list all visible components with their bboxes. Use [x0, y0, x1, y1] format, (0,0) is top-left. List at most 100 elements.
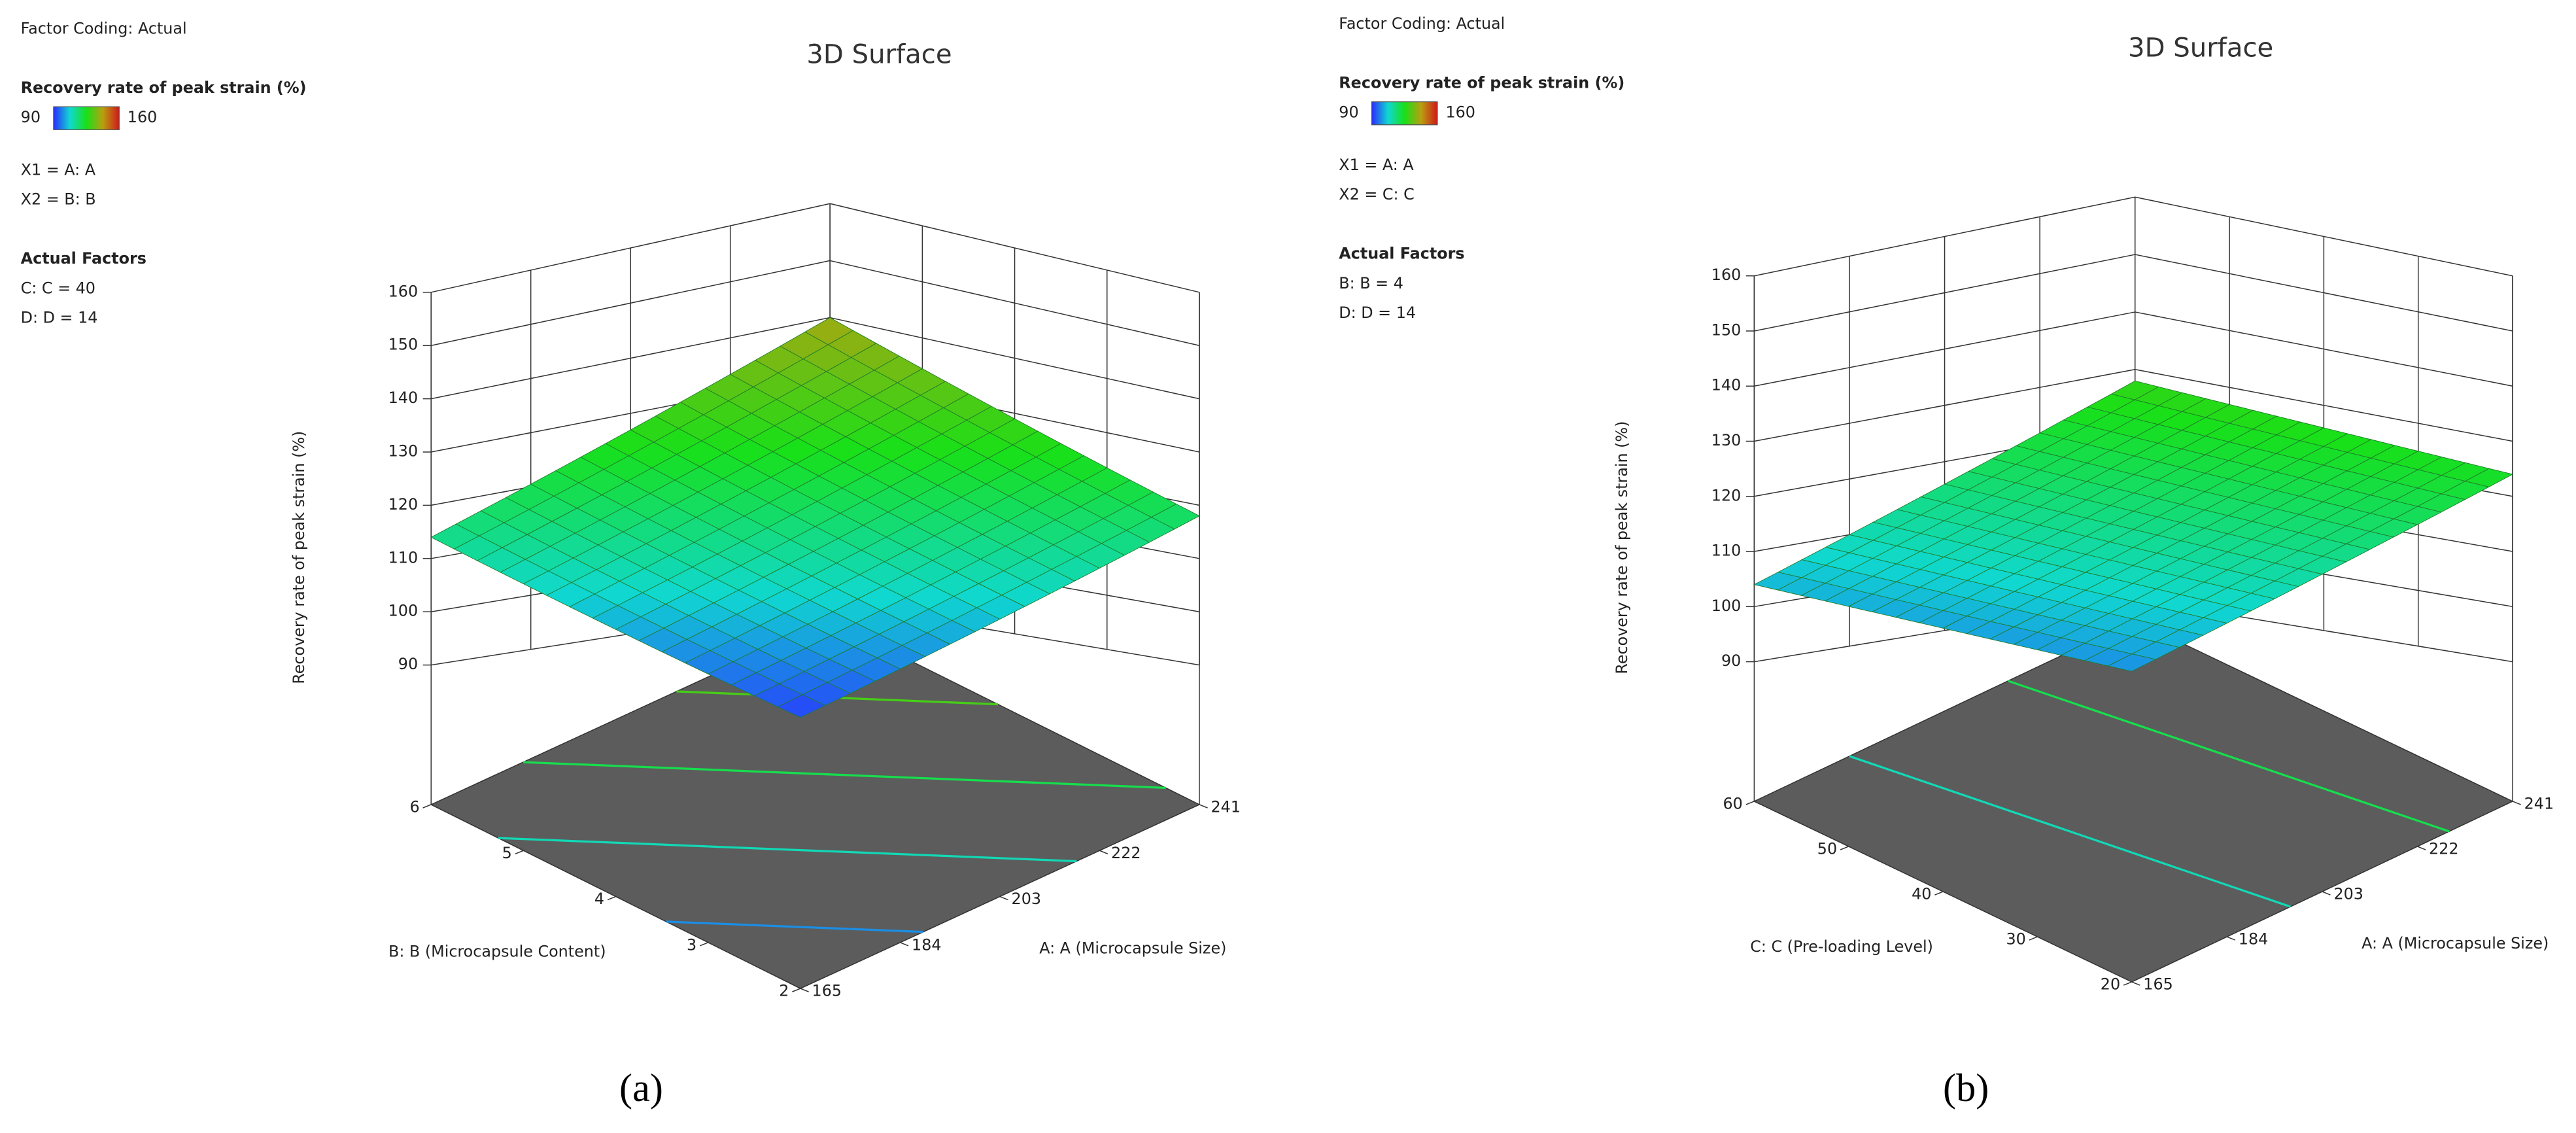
- floor-contour: [2069, 830, 2181, 871]
- x-tick: [999, 896, 1008, 901]
- y-tick-label: 4: [594, 890, 604, 908]
- surface-face: [2107, 654, 2157, 672]
- chart-title: 3D Surface: [806, 39, 952, 69]
- floor-contour: [1959, 792, 2070, 833]
- y-tick: [2123, 981, 2132, 986]
- x-tick: [2227, 936, 2236, 941]
- legend-colorbar: [1371, 101, 1438, 126]
- x-tick: [2417, 846, 2426, 850]
- x-tick-label: 203: [2333, 885, 2363, 903]
- z-tick-label: 110: [1711, 542, 1741, 560]
- x-tick-label: 184: [2239, 930, 2268, 949]
- y-tick: [2029, 936, 2038, 941]
- floor: [1753, 620, 2514, 983]
- surface-face: [776, 694, 827, 718]
- z-tick-label: 130: [388, 442, 418, 461]
- y-tick-label: 20: [2101, 975, 2120, 994]
- x-tick: [2322, 891, 2331, 896]
- floor-contour: [876, 775, 957, 781]
- y-tick: [515, 850, 524, 854]
- x-tick-label: 165: [2143, 975, 2172, 994]
- z-tick-label: 90: [1721, 652, 1741, 670]
- floor-contour: [523, 761, 540, 764]
- x-tick: [800, 988, 809, 992]
- actual-factors-title: Actual Factors: [1339, 245, 1464, 263]
- y-factor: X2 = B: B: [21, 190, 96, 209]
- floor-contour: [916, 854, 1077, 863]
- y-tick-label: 3: [687, 935, 696, 954]
- z-axis-label: Recovery rate of peak strain (%): [290, 431, 308, 684]
- caption: (b): [1943, 1066, 1989, 1110]
- x-tick: [2512, 801, 2521, 805]
- floor-contour: [707, 845, 723, 848]
- x-tick: [2131, 981, 2140, 986]
- floor-contour: [853, 697, 998, 706]
- y-axis-label: C: C (Pre-loading Level): [1750, 937, 1933, 956]
- z-tick-label: 140: [1711, 376, 1741, 394]
- y-tick-label: 30: [2006, 930, 2025, 949]
- y-tick: [1840, 846, 1849, 850]
- z-tick-label: 120: [1711, 486, 1741, 504]
- z-tick-label: 110: [388, 548, 418, 566]
- factor-coding: Factor Coding: Actual: [21, 20, 187, 38]
- floor-contour: [957, 778, 1054, 785]
- x-factor: X1 = A: A: [1339, 156, 1414, 174]
- floor-contour: [546, 839, 708, 848]
- z-tick-label: 150: [388, 336, 418, 354]
- floor-contour: [2338, 792, 2450, 833]
- z-tick-label: 130: [1711, 431, 1741, 449]
- x-tick-label: 203: [1012, 890, 1041, 908]
- z-tick-label: 140: [388, 389, 418, 407]
- x-tick-label: 222: [1111, 844, 1141, 862]
- y-tick-label: 50: [1817, 840, 1837, 858]
- y-tick: [422, 804, 432, 809]
- actual-factor: D: D = 14: [21, 308, 98, 326]
- y-factor: X2 = C: C: [1339, 185, 1414, 203]
- floor-contour: [899, 853, 916, 856]
- y-tick-label: 40: [1912, 885, 1931, 903]
- floor-contour: [1053, 782, 1166, 790]
- y-tick: [792, 988, 801, 992]
- legend-min: 90: [21, 108, 41, 126]
- floor-contour: [700, 768, 748, 773]
- z-tick-label: 90: [398, 655, 418, 673]
- floor-contour: [2228, 755, 2339, 795]
- y-tick-label: 6: [409, 797, 419, 816]
- z-axis-label: Recovery rate of peak strain (%): [1613, 421, 1631, 674]
- floor-contour: [1849, 755, 1961, 795]
- x-tick-label: 165: [812, 982, 842, 1000]
- y-tick-label: 60: [1723, 794, 1742, 812]
- y-tick: [699, 942, 709, 947]
- z-tick-label: 150: [1711, 321, 1741, 339]
- floor-contour: [666, 920, 747, 926]
- y-tick-label: 5: [502, 844, 512, 862]
- z-tick-label: 160: [1711, 266, 1741, 284]
- x-axis-label: A: A (Microcapsule Size): [2361, 934, 2549, 952]
- x-factor: X1 = A: A: [21, 161, 96, 179]
- legend-colorbar: [53, 106, 120, 130]
- z-tick-label: 100: [1711, 597, 1741, 615]
- x-tick-label: 184: [912, 935, 941, 954]
- actual-factors-title: Actual Factors: [21, 249, 146, 268]
- x-tick-label: 241: [1211, 797, 1241, 816]
- floor-contour: [2008, 680, 2119, 720]
- y-tick: [607, 896, 616, 901]
- floor-contour: [2118, 717, 2229, 758]
- x-tick: [1199, 804, 1208, 809]
- z-tick-label: 120: [388, 495, 418, 514]
- x-axis-label: A: A (Microcapsule Size): [1039, 939, 1226, 957]
- legend-max: 160: [128, 108, 157, 126]
- floor-contour: [2180, 867, 2291, 908]
- z-tick-label: 100: [388, 602, 418, 620]
- y-tick: [1934, 891, 1944, 896]
- y-tick: [1745, 801, 1755, 805]
- y-tick-label: 2: [779, 982, 789, 1000]
- caption: (a): [619, 1066, 663, 1110]
- chart-title: 3D Surface: [2128, 33, 2273, 63]
- legend-title: Recovery rate of peak strain (%): [21, 78, 307, 97]
- y-axis-label: B: B (Microcapsule Content): [388, 942, 606, 960]
- x-tick: [900, 942, 909, 947]
- floor-contour: [874, 929, 923, 933]
